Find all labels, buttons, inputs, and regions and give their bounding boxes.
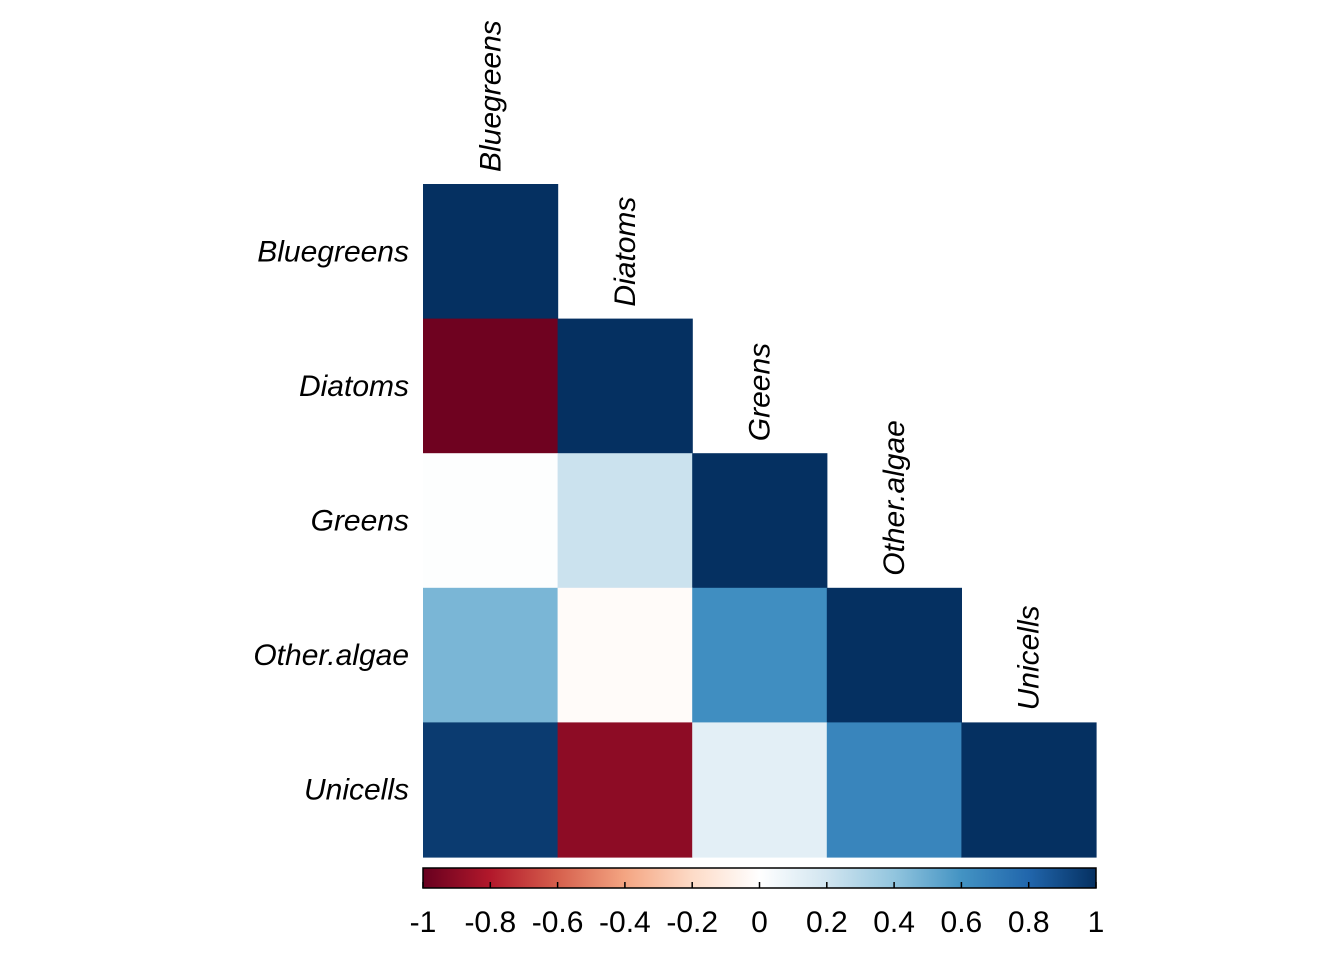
color-legend: -1 -0.8 -0.6 -0.4 -0.2 0 0.2 0.4 0.6 0.8 1: [410, 867, 1105, 939]
colorbar-tick-label: 1: [1088, 906, 1105, 939]
heatmap-cell-bluegreens-bluegreens: [423, 184, 559, 320]
heatmap-cell-other-algae-other-algae: [826, 587, 962, 723]
heatmap-cell-diatoms-bluegreens: [423, 318, 559, 454]
column-label: Greens: [744, 343, 777, 441]
colorbar-tick-label: 0.8: [1008, 906, 1050, 939]
colorbar-tick-label: -0.2: [666, 906, 718, 939]
row-label: Greens: [311, 505, 409, 538]
heatmap-cell-other-algae-diatoms: [557, 587, 693, 723]
row-label: Bluegreens: [257, 235, 409, 268]
heatmap-cell-unicells-greens: [692, 722, 828, 858]
heatmap-cell-unicells-other-algae: [826, 722, 962, 858]
heatmap-cell-other-algae-greens: [692, 587, 828, 723]
heatmap-cell-greens-bluegreens: [423, 453, 559, 589]
heatmap-cell-unicells-diatoms: [557, 722, 693, 858]
heatmap-cell-diatoms-diatoms: [557, 318, 693, 454]
colorbar-tick-label: 0: [751, 906, 768, 939]
colorbar-tick-label: 0.4: [873, 906, 915, 939]
colorbar-tick-label: 0.2: [806, 906, 848, 939]
column-label: Other.algae: [878, 420, 911, 576]
column-label: Unicells: [1013, 605, 1046, 710]
row-label: Other.algae: [253, 639, 409, 672]
colorbar-tick-label: -0.4: [599, 906, 651, 939]
heatmap-cell-unicells-unicells: [961, 722, 1097, 858]
colorbar-tick-label: -1: [410, 906, 437, 939]
row-label: Unicells: [304, 774, 409, 807]
column-labels: Bluegreens Diatoms Greens Other.algae Unicel…: [474, 20, 1045, 710]
colorbar-tick-label: -0.6: [532, 906, 584, 939]
heatmap-cell-unicells-bluegreens: [423, 722, 559, 858]
colorbar-tick-label: -0.8: [464, 906, 516, 939]
heatmap-cells: [423, 184, 1097, 858]
column-label: Diatoms: [609, 197, 642, 307]
row-label: Diatoms: [299, 370, 409, 403]
column-label: Bluegreens: [474, 20, 507, 172]
heatmap-cell-greens-diatoms: [557, 453, 693, 589]
colorbar-tick-label: 0.6: [941, 906, 983, 939]
row-labels: Bluegreens Diatoms Greens Other.algae Unicel…: [253, 235, 409, 806]
heatmap-cell-other-algae-bluegreens: [423, 587, 559, 723]
heatmap-cell-greens-greens: [692, 453, 828, 589]
